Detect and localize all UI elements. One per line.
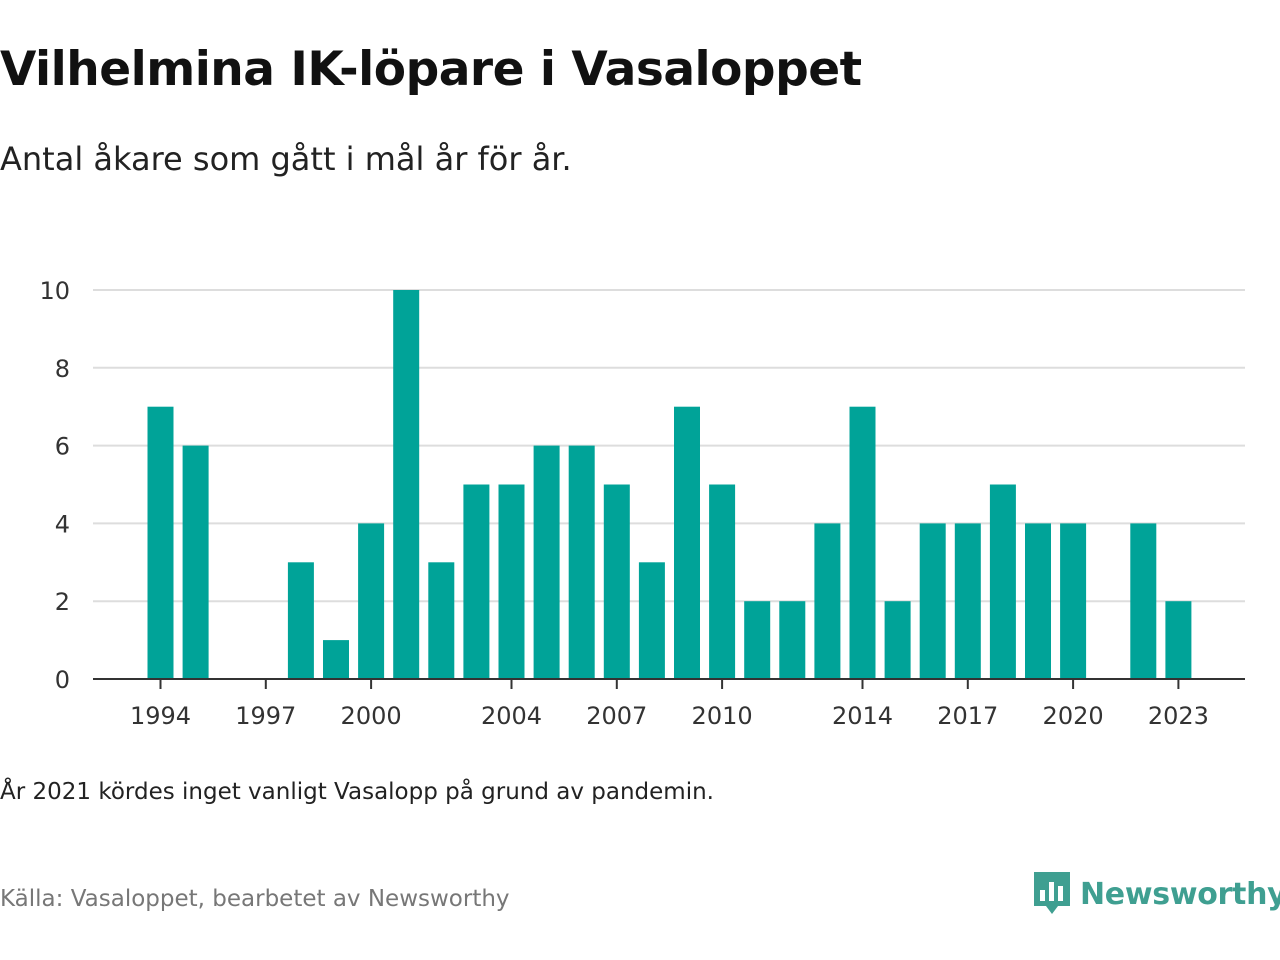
bar-2005 xyxy=(533,445,560,679)
bar-chart-speech-bubble-icon xyxy=(1034,872,1070,914)
x-tick-label: 2007 xyxy=(586,702,647,730)
gridlines xyxy=(93,289,1245,603)
x-tick-label: 2004 xyxy=(481,702,542,730)
bar-2022 xyxy=(1130,523,1157,679)
y-tick-label: 2 xyxy=(55,588,70,616)
bar-2002 xyxy=(428,562,455,679)
newsworthy-logo: Newsworthy xyxy=(1032,870,1280,918)
bar-2006 xyxy=(568,445,595,679)
bar-2004 xyxy=(498,484,525,679)
bar-2013 xyxy=(814,523,841,679)
y-tick-labels: 0 2 4 6 8 10 xyxy=(39,277,70,694)
bar-2003 xyxy=(463,484,490,679)
footnote: År 2021 kördes inget vanligt Vasalopp på… xyxy=(0,779,714,805)
x-tick-label: 2010 xyxy=(692,702,753,730)
bar-2008 xyxy=(638,562,665,679)
bar-2001 xyxy=(393,290,420,679)
bar-2023 xyxy=(1165,601,1192,679)
x-tick-labels: 1994 1997 2000 2004 2007 2010 2014 2017 2020 2023 xyxy=(130,702,1209,730)
logo-text: Newsworthy xyxy=(1080,876,1280,912)
bar-2009 xyxy=(674,406,700,679)
x-tick-label: 2000 xyxy=(341,702,402,730)
bar-1994 xyxy=(147,406,174,679)
bars xyxy=(147,290,1192,679)
bar-2016 xyxy=(919,523,946,679)
x-tick-label: 2014 xyxy=(832,702,893,730)
x-axis xyxy=(93,678,1245,689)
x-tick-label: 2023 xyxy=(1148,702,1209,730)
bar-chart: 0 2 4 6 8 10 1994 1997 2000 2004 2007 2010 2014 2017… xyxy=(39,277,1245,730)
y-tick-label: 10 xyxy=(39,277,70,305)
bar-1999 xyxy=(323,640,349,679)
bar-2000 xyxy=(358,523,385,679)
chart-subtitle: Antal åkare som gått i mål år för år. xyxy=(0,140,572,178)
bar-2017 xyxy=(954,523,981,679)
bar-2018 xyxy=(989,484,1016,679)
bar-1998 xyxy=(287,562,314,679)
y-tick-label: 8 xyxy=(55,355,70,383)
bar-2014 xyxy=(849,406,876,679)
x-tick-label: 1994 xyxy=(130,702,191,730)
chart-title: Vilhelmina IK-löpare i Vasaloppet xyxy=(0,42,862,97)
bar-2012 xyxy=(779,601,806,679)
source-credit: Källa: Vasaloppet, bearbetet av Newswort… xyxy=(0,886,510,912)
x-tick-label: 2017 xyxy=(937,702,998,730)
bar-2015 xyxy=(884,601,911,679)
bar-2007 xyxy=(603,484,630,679)
x-tick-label: 2020 xyxy=(1043,702,1104,730)
y-tick-label: 6 xyxy=(55,433,70,461)
bar-2020 xyxy=(1060,523,1087,679)
x-tick-label: 1997 xyxy=(235,702,296,730)
bar-2011 xyxy=(744,601,771,679)
y-tick-label: 0 xyxy=(55,666,70,694)
y-tick-label: 4 xyxy=(55,510,70,538)
bar-2010 xyxy=(709,484,736,679)
bar-1995 xyxy=(182,445,209,679)
bar-2019 xyxy=(1025,523,1051,679)
